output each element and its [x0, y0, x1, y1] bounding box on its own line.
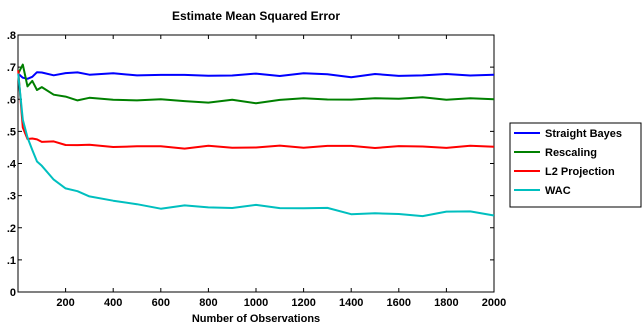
legend-box [509, 122, 642, 208]
x-tick-label: 1600 [387, 297, 411, 309]
series-lines [17, 63, 495, 218]
x-tick-label: 2000 [482, 297, 506, 309]
rescaling-line [17, 63, 495, 105]
legend-label: Straight Bayes [545, 128, 622, 140]
x-tick-label: 1800 [434, 297, 458, 309]
l2-projection-line [17, 70, 495, 150]
y-tick-label: .8 [7, 30, 16, 42]
y-tick-label: .7 [7, 62, 16, 74]
y-tick-label: .5 [7, 126, 16, 138]
legend-label: Rescaling [545, 147, 597, 159]
x-tick-label: 1400 [339, 297, 363, 309]
x-axis-label: Number of Observations [192, 313, 320, 324]
x-tick-label: 600 [152, 297, 170, 309]
straight-bayes-line [17, 71, 495, 80]
x-tick-label: 400 [104, 297, 122, 309]
y-tick-label: .6 [7, 94, 16, 106]
x-tick-label: 1200 [291, 297, 315, 309]
x-tick-label: 800 [199, 297, 217, 309]
x-tick-label: 1000 [244, 297, 268, 309]
y-tick-label: .3 [7, 191, 16, 203]
x-tick-label: 200 [56, 297, 74, 309]
y-tick-label: 0 [10, 287, 16, 299]
axis-ticks: 200 400 600 800 1000 1200 1400 1600 1800 2000 0 .1.… [7, 30, 506, 309]
y-tick-label: .1 [7, 255, 16, 267]
y-tick-label: .2 [7, 223, 16, 235]
legend-label: L2 Projection [545, 166, 615, 178]
wac-line [17, 73, 495, 218]
legend-label: WAC [545, 185, 571, 197]
chart-title: Estimate Mean Squared Error [172, 9, 340, 23]
y-tick-label: .4 [7, 159, 17, 171]
legend: Straight Bayes Rescaling L2 Projection WAC [509, 122, 642, 208]
